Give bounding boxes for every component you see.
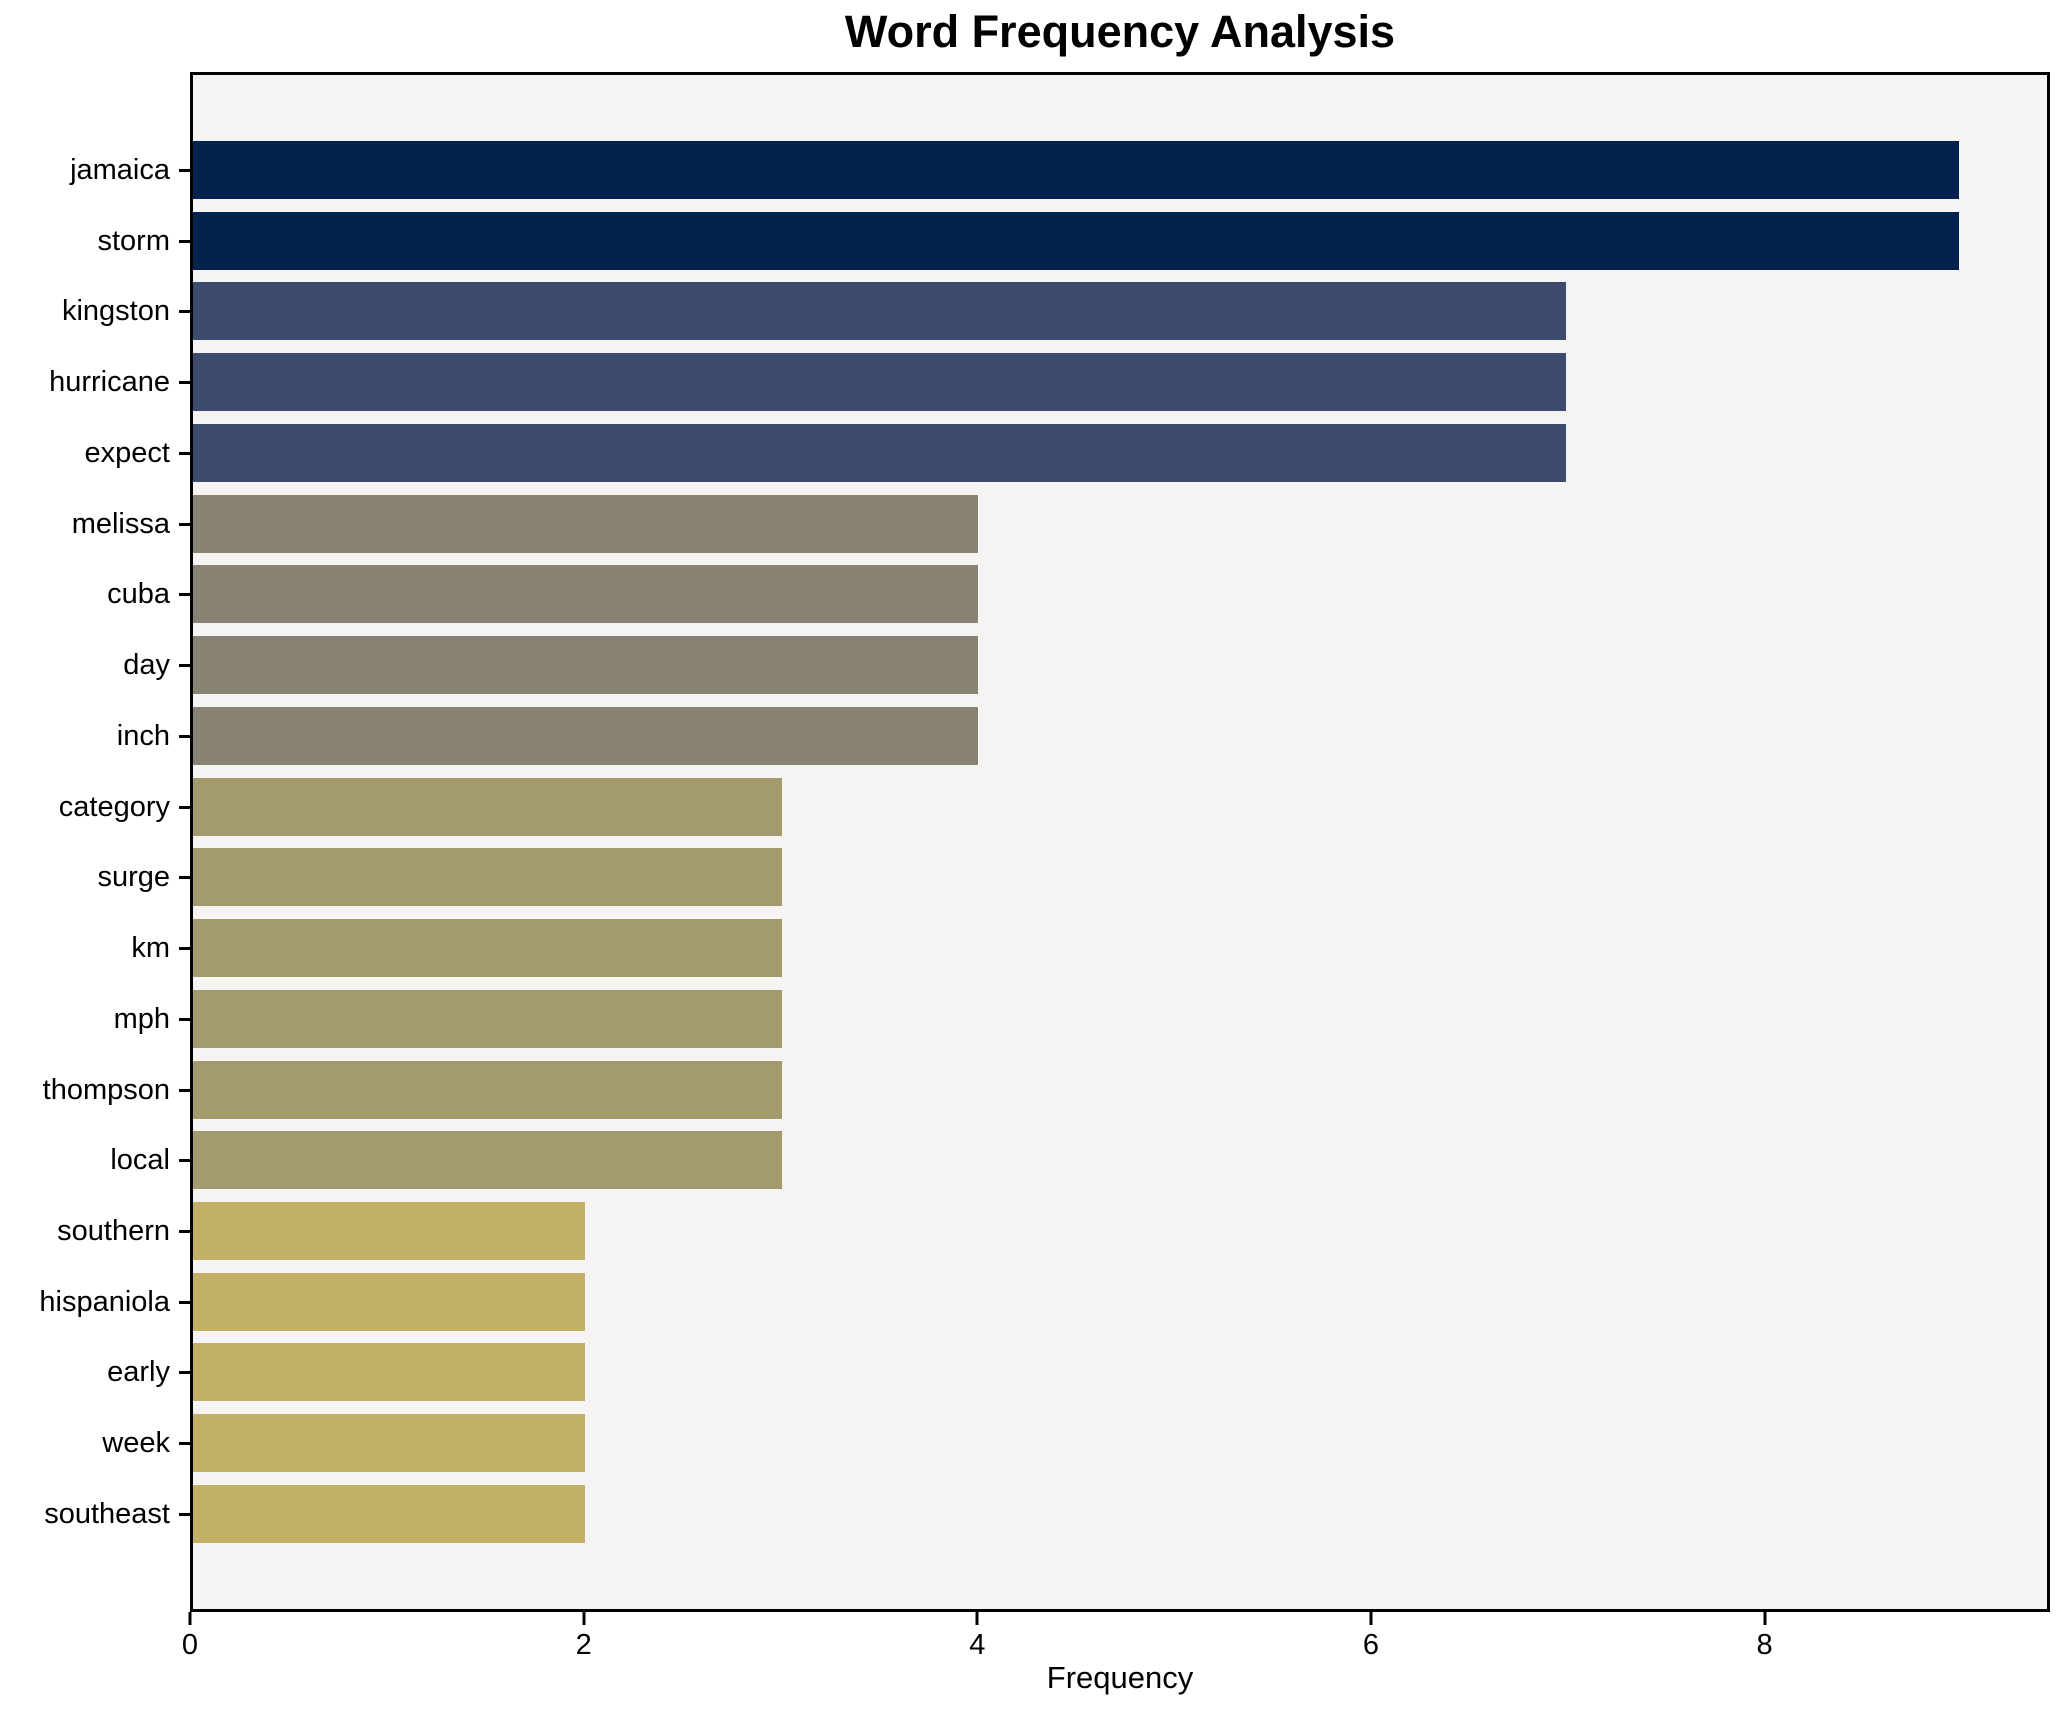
bars-container: jamaica storm kingston hurricane expect melis…: [39, 75, 2047, 1609]
bar-row: day: [123, 636, 2047, 695]
category-label: hurricane: [49, 366, 170, 399]
x-tick-label: 6: [1362, 1629, 1380, 1661]
x-tick: [1763, 1612, 1767, 1625]
x-tick-label: 8: [1756, 1629, 1773, 1661]
y-tick: [179, 734, 190, 738]
bar-row: southeast: [44, 1484, 2047, 1543]
y-tick: [179, 805, 190, 809]
bar: [193, 353, 1567, 412]
bar-row: expect: [85, 423, 2047, 482]
category-label: southeast: [44, 1497, 170, 1530]
bar: [193, 1343, 586, 1402]
x-tick: [975, 1612, 979, 1625]
bar: [193, 1131, 782, 1190]
x-tick: [582, 1612, 586, 1625]
y-tick: [179, 947, 190, 951]
bar-row: week: [102, 1414, 2047, 1473]
bar-row: early: [107, 1343, 2047, 1402]
y-tick: [179, 1442, 190, 1446]
y-tick: [179, 664, 190, 668]
bar-row: mph: [114, 989, 2047, 1048]
x-axis: 0 2 4 6 8: [182, 1612, 2050, 1722]
bar-row: hispaniola: [39, 1272, 2047, 1331]
category-label: mph: [113, 1002, 170, 1035]
bar: [193, 565, 978, 624]
y-tick: [179, 169, 190, 172]
x-tick: [1369, 1612, 1373, 1625]
bar: [193, 848, 782, 907]
bar-row: km: [131, 919, 2047, 978]
y-tick: [179, 876, 190, 880]
bar: [193, 777, 782, 836]
bar: [193, 282, 1567, 341]
bar: [193, 636, 978, 695]
bar: [193, 1414, 586, 1473]
y-tick: [179, 1017, 190, 1021]
y-tick: [179, 1159, 190, 1163]
category-label: surge: [97, 861, 170, 894]
bar: [193, 423, 1567, 482]
y-tick: [179, 593, 190, 597]
y-tick: [179, 239, 190, 243]
y-tick: [179, 1371, 190, 1375]
category-label: local: [110, 1144, 170, 1177]
category-label: week: [102, 1427, 170, 1460]
y-tick: [179, 1088, 190, 1092]
bar: [193, 706, 978, 765]
category-label: storm: [97, 224, 171, 257]
bar-row: category: [59, 777, 2047, 836]
bar: [193, 494, 978, 553]
y-tick: [179, 522, 190, 526]
bar-row: surge: [97, 848, 2047, 907]
y-tick: [179, 310, 190, 314]
category-label: thompson: [42, 1073, 170, 1106]
bar-row: inch: [117, 706, 2047, 765]
y-tick: [179, 381, 190, 385]
x-axis-title: Frequency: [1046, 1660, 1194, 1695]
y-tick: [179, 1512, 190, 1516]
bar-row: jamaica: [70, 141, 2047, 199]
y-tick: [179, 451, 190, 455]
category-label: day: [123, 649, 170, 682]
bar: [193, 989, 782, 1048]
bar-row: storm: [98, 211, 2047, 270]
category-label: km: [131, 932, 170, 965]
bar-row: thompson: [43, 1060, 2047, 1119]
category-label: early: [107, 1356, 170, 1389]
chart-title: Word Frequency Analysis: [844, 6, 1396, 57]
bar: [193, 141, 1959, 199]
y-tick: [179, 1300, 190, 1304]
x-tick-label: 0: [181, 1629, 199, 1661]
x-tick-label: 4: [969, 1629, 986, 1661]
bar-row: cuba: [107, 565, 2047, 624]
plot-area: jamaica storm kingston hurricane expect melis…: [39, 72, 2050, 1612]
bar: [193, 1060, 782, 1119]
category-label: melissa: [71, 507, 170, 540]
category-label: inch: [116, 719, 170, 752]
y-tick: [179, 1230, 190, 1234]
bar-row: hurricane: [49, 353, 2047, 412]
bar-row: kingston: [62, 282, 2047, 341]
category-label: hispaniola: [39, 1285, 170, 1318]
x-tick-label: 2: [575, 1629, 592, 1661]
category-label: jamaica: [70, 154, 170, 186]
bar: [193, 1202, 586, 1261]
bar-row: southern: [57, 1202, 2047, 1261]
x-tick: [188, 1612, 192, 1625]
bar: [193, 1272, 586, 1331]
bar: [193, 211, 1959, 270]
category-label: expect: [84, 436, 170, 469]
bar-row: local: [110, 1131, 2047, 1190]
category-label: cuba: [107, 578, 170, 611]
category-label: southern: [57, 1215, 170, 1248]
category-label: kingston: [61, 295, 170, 328]
bar: [193, 919, 782, 978]
bar-row: melissa: [72, 494, 2047, 553]
category-label: category: [58, 790, 170, 823]
bar: [193, 1484, 586, 1543]
